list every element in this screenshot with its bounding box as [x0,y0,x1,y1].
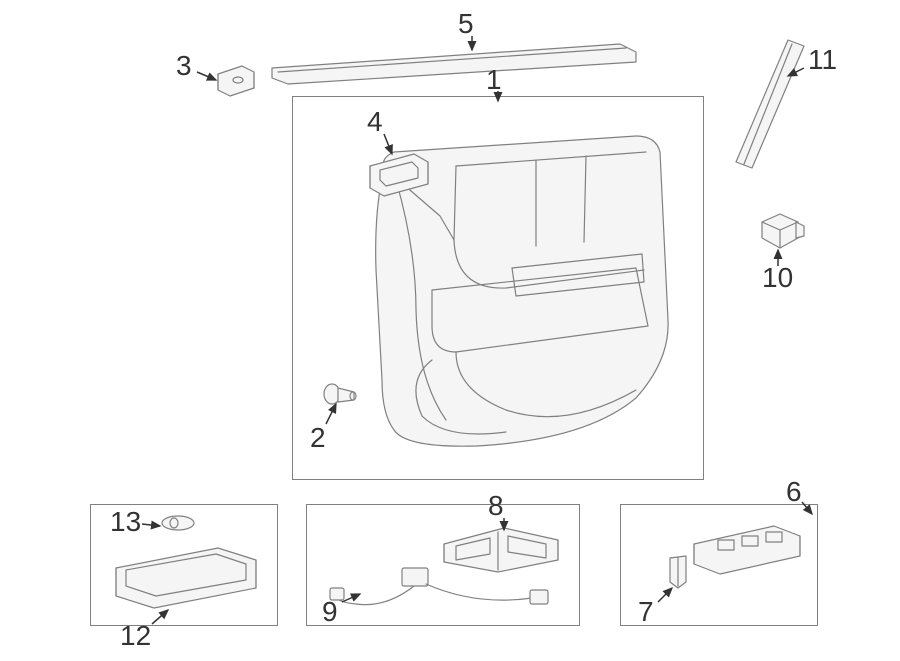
parts-diagram: 1 2 3 4 5 6 7 8 9 10 11 12 13 [0,0,900,661]
leader-arrows [0,0,900,661]
